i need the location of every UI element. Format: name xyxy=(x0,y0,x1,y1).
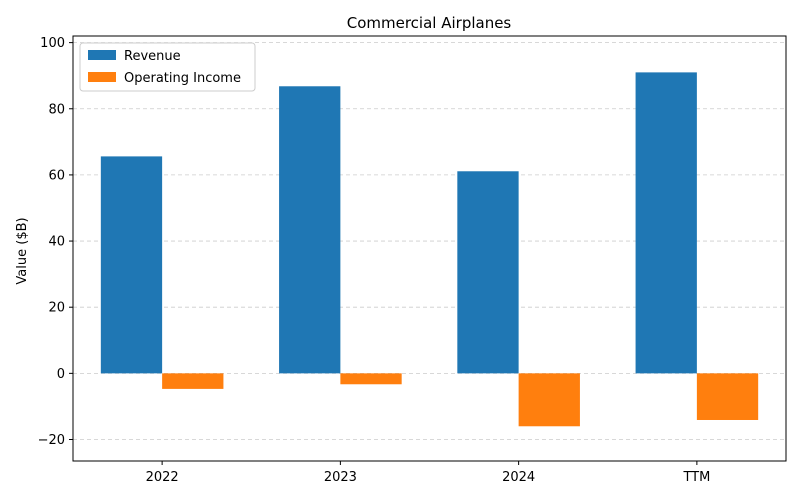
bars xyxy=(100,72,759,427)
y-tick-label: 40 xyxy=(48,235,65,250)
y-axis-label: Value ($B) xyxy=(15,217,30,284)
bar-operating-income-2023 xyxy=(340,373,402,385)
bar-revenue-ttm xyxy=(635,72,697,374)
bar-operating-income-ttm xyxy=(696,373,759,420)
legend-label-revenue: Revenue xyxy=(124,49,181,64)
chart-title: Commercial Airplanes xyxy=(347,14,512,32)
legend-swatch-operating-income xyxy=(88,72,116,82)
x-tick-label: TTM xyxy=(682,470,710,485)
y-tick-label: −20 xyxy=(38,433,65,448)
axes: −20 0 20 40 60 80 100 2022 2023 2024 TTM xyxy=(38,35,787,485)
x-tick-label: 2024 xyxy=(502,470,535,485)
legend-frame xyxy=(79,42,256,92)
bar-operating-income-2022 xyxy=(162,373,224,389)
legend-swatch-revenue xyxy=(88,50,116,60)
x-tick-label: 2023 xyxy=(324,470,357,485)
bar-operating-income-2024 xyxy=(518,373,580,427)
bar-revenue-2022 xyxy=(100,156,163,374)
bar-revenue-2023 xyxy=(279,86,341,374)
x-tick-label: 2022 xyxy=(146,470,179,485)
legend-label-operating-income: Operating Income xyxy=(124,71,241,86)
y-tick-label: 100 xyxy=(40,36,65,51)
legend: Revenue Operating Income xyxy=(79,42,256,92)
bar-revenue-2024 xyxy=(457,171,519,374)
y-tick-label: 0 xyxy=(57,367,65,382)
y-tick-label: 20 xyxy=(48,301,65,316)
y-tick-label: 60 xyxy=(48,168,65,183)
y-tick-label: 80 xyxy=(48,102,65,117)
plot-frame xyxy=(72,35,787,462)
